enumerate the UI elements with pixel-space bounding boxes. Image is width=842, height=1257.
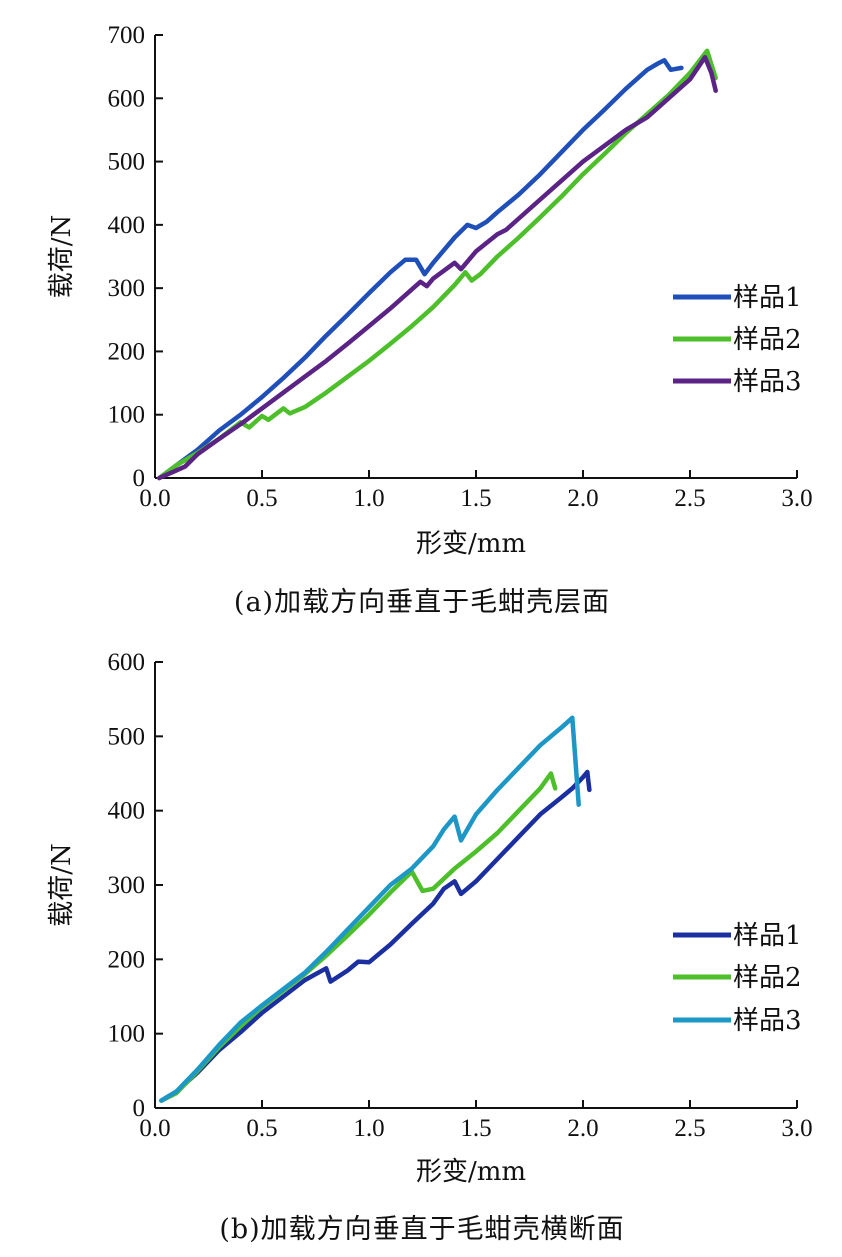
series-line-2	[157, 48, 718, 481]
x-tick-label: 2.0	[567, 1115, 598, 1142]
x-tick-label: 0.0	[139, 1115, 170, 1142]
x-tick-label: 1.0	[353, 485, 384, 512]
y-tick-label: 300	[108, 275, 146, 302]
chart-caption: (b)加载方向垂直于毛蚶壳横断面	[219, 1214, 624, 1245]
series-line-3	[157, 54, 718, 481]
y-axis-label: 载荷/N	[47, 215, 77, 299]
y-tick-label: 400	[108, 798, 146, 825]
x-tick-label: 0.0	[139, 485, 170, 512]
legend-label-3: 样品3	[733, 1006, 802, 1036]
series-line-1	[159, 769, 592, 1103]
y-tick-label: 100	[108, 402, 146, 429]
x-tick-label: 0.5	[246, 1115, 277, 1142]
y-tick-label: 500	[108, 149, 146, 176]
y-tick-label: 500	[108, 723, 146, 750]
y-tick-label: 0	[133, 1095, 146, 1122]
x-tick-label: 2.0	[567, 485, 598, 512]
chart-caption: (a)加载方向垂直于毛蚶壳层面	[234, 587, 610, 618]
x-tick-label: 1.5	[460, 1115, 491, 1142]
y-tick-label: 700	[108, 22, 146, 49]
y-axis-label: 载荷/N	[47, 843, 77, 927]
x-tick-label: 3.0	[781, 1115, 812, 1142]
y-tick-label: 300	[108, 872, 146, 899]
series-line-3	[159, 715, 581, 1103]
y-tick-label: 400	[108, 212, 146, 239]
x-tick-label: 1.5	[460, 485, 491, 512]
y-tick-label: 200	[108, 338, 146, 365]
legend-label-2: 样品2	[733, 963, 802, 993]
chart-a: 0 100 200 300 400 500 600 700 0.0 0.5 1.0 1.5 2.0 2.5…	[47, 22, 813, 618]
y-tick-label: 100	[108, 1021, 146, 1048]
x-tick-label: 2.5	[674, 1115, 705, 1142]
y-tick-label: 200	[108, 946, 146, 973]
chart-b: 0 100 200 300 400 500 600 0.0 0.5 1.0 1.5 2.0 2.5 3.0…	[47, 649, 813, 1245]
x-axis-label: 形变/mm	[416, 529, 526, 559]
x-axis-label: 形变/mm	[416, 1157, 526, 1187]
x-tick-label: 2.5	[674, 485, 705, 512]
x-tick-label: 3.0	[781, 485, 812, 512]
legend-label-1: 样品1	[733, 283, 802, 313]
legend-label-1: 样品1	[733, 921, 802, 951]
legend-label-2: 样品2	[733, 325, 802, 355]
y-tick-label: 0	[133, 465, 146, 492]
y-tick-label: 600	[108, 649, 146, 676]
x-tick-label: 0.5	[246, 485, 277, 512]
x-tick-label: 1.0	[353, 1115, 384, 1142]
series-line-1	[157, 58, 684, 481]
legend-label-3: 样品3	[733, 367, 802, 397]
y-tick-label: 600	[108, 85, 146, 112]
